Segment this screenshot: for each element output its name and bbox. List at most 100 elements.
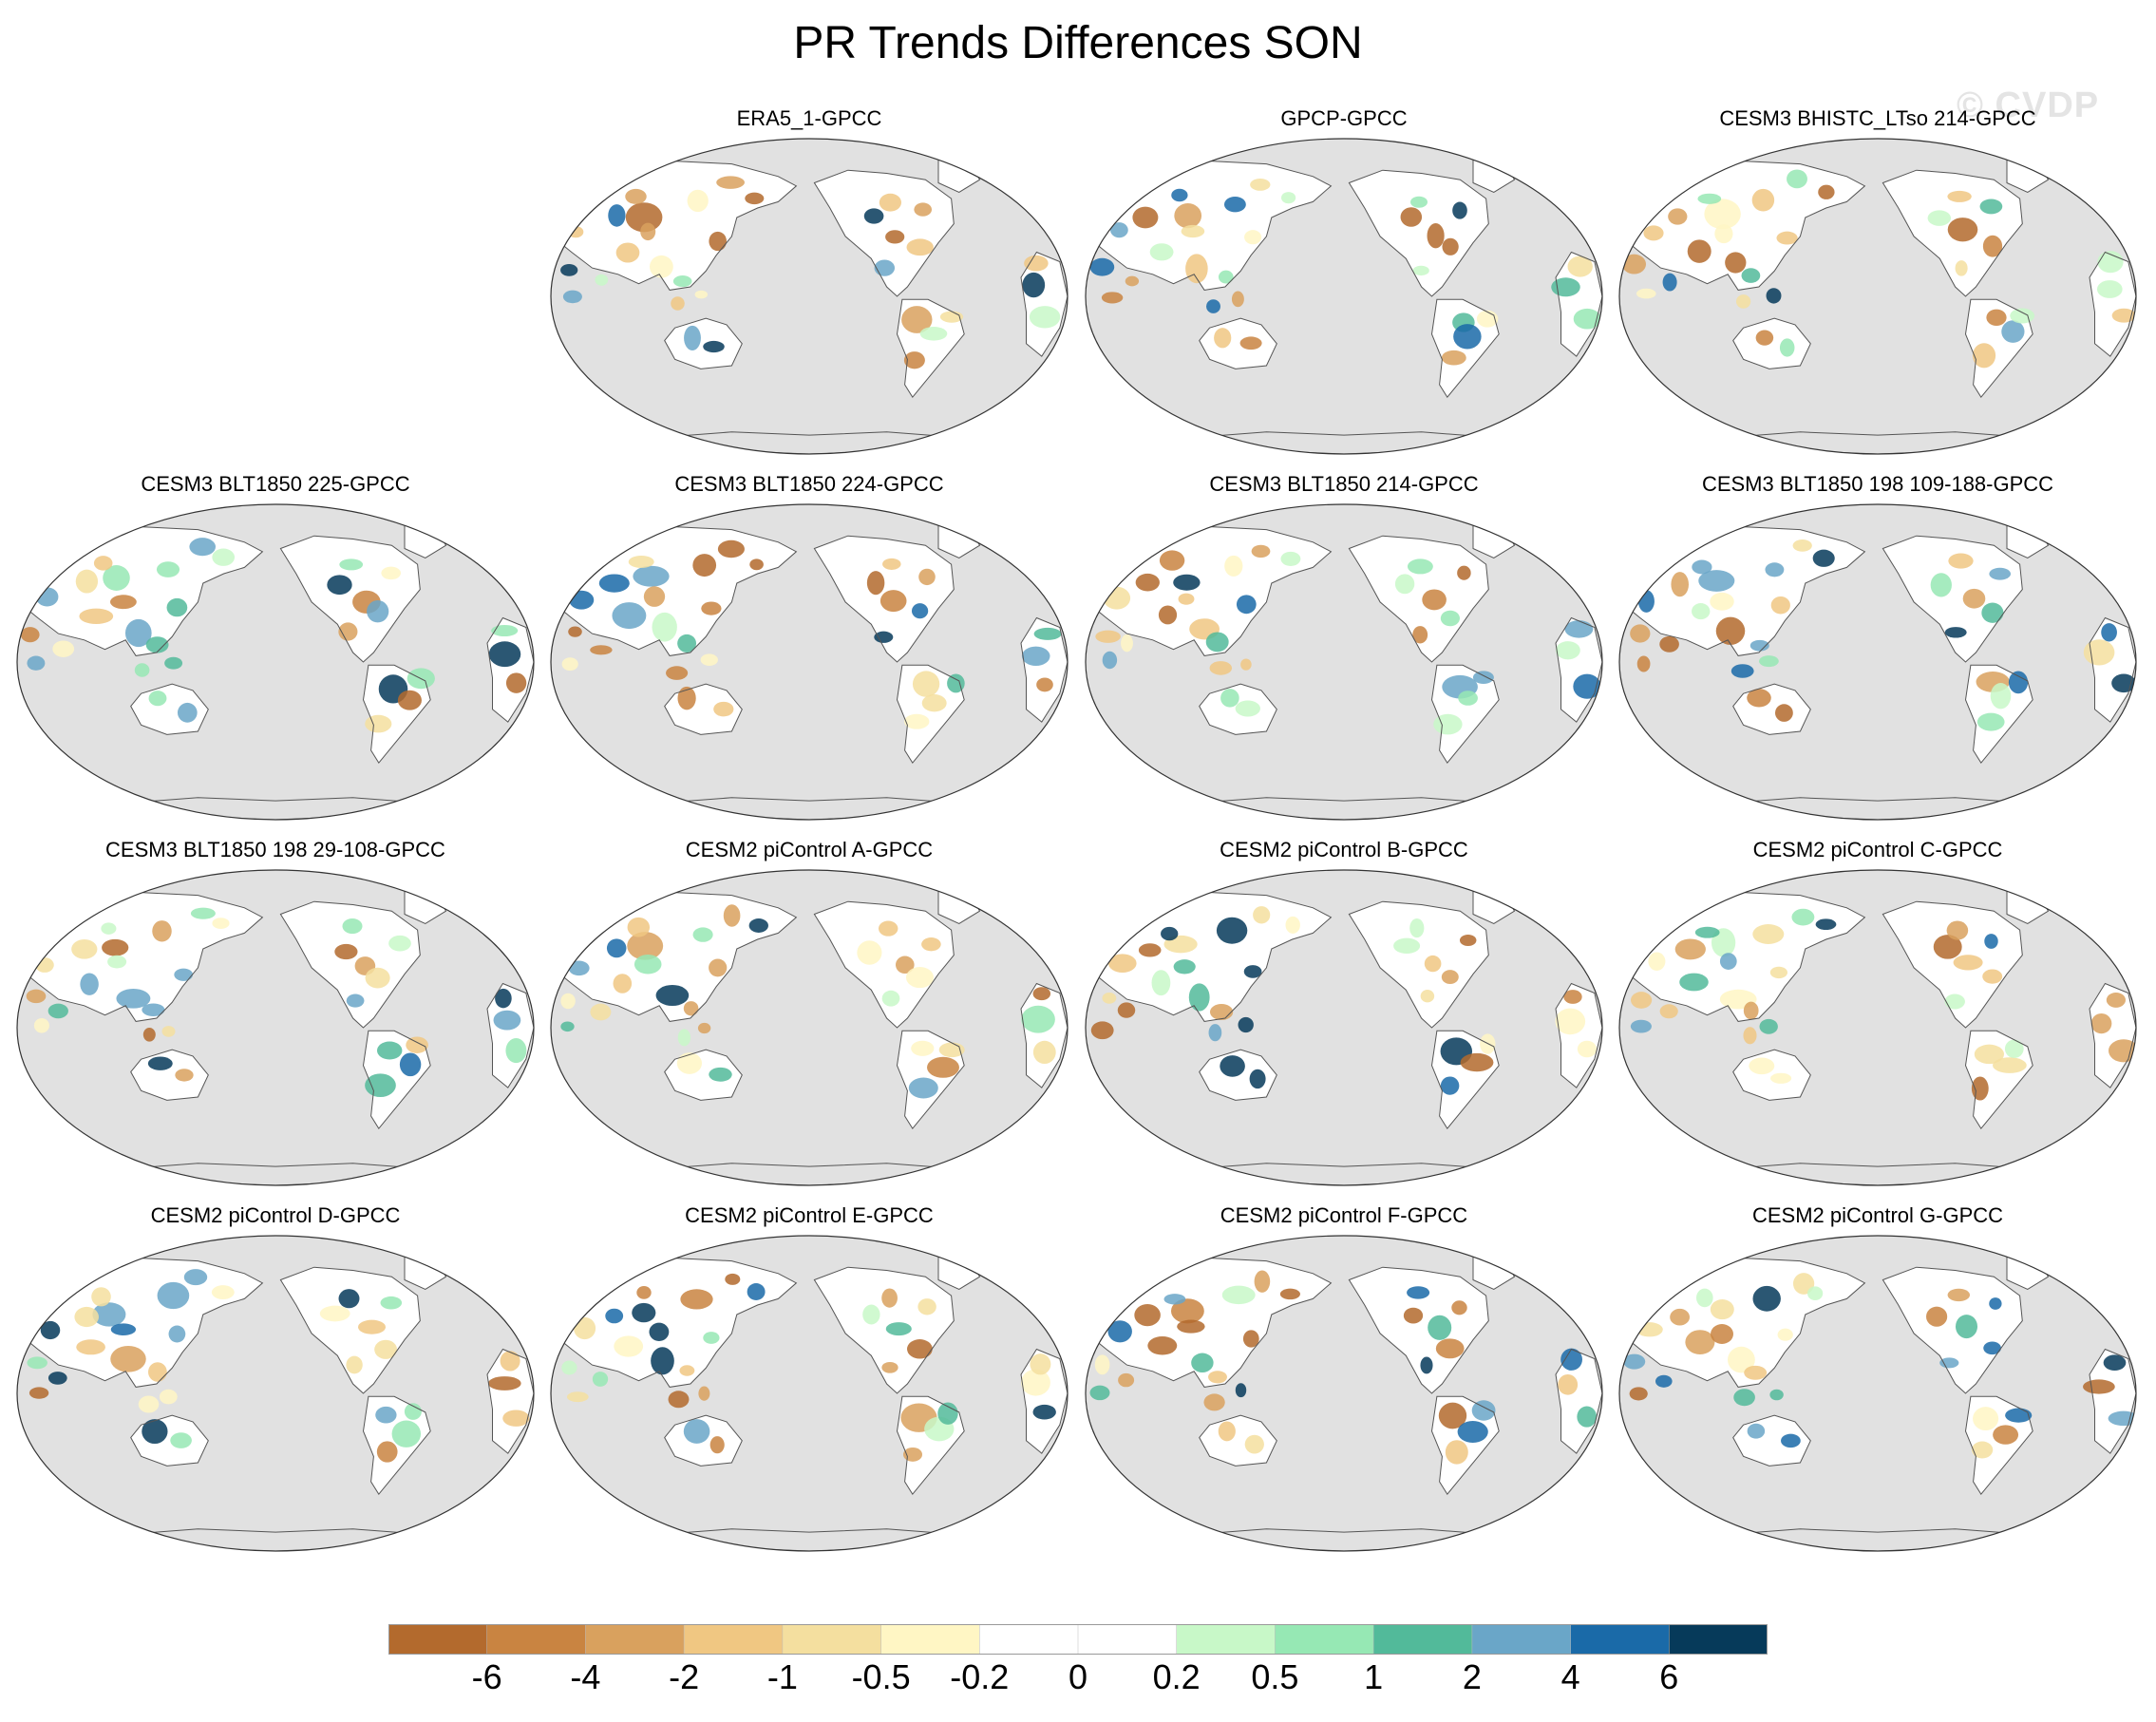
anomaly-patch (1457, 565, 1471, 580)
coastline-southAmerica (896, 1030, 965, 1130)
coastline-northAmerica (1882, 169, 2023, 297)
anomaly-patch (75, 569, 99, 594)
coastline-southAmerica (1964, 298, 2033, 399)
coastline-northAmerica (813, 900, 955, 1029)
anomaly-patch (906, 238, 934, 256)
anomaly-patch (1244, 230, 1262, 245)
anomaly-patch (1412, 265, 1429, 276)
anomaly-patch (1662, 273, 1677, 292)
map-border (1085, 503, 1603, 821)
anomaly-patch (1032, 1040, 1056, 1065)
anomaly-patch (495, 988, 512, 1009)
panel-title: CESM2 piControl G-GPCC (1751, 1203, 2004, 1227)
anomaly-patch (1393, 937, 1421, 955)
colorbar-swatch (585, 1624, 685, 1655)
land-africa (1021, 617, 1068, 723)
robinson-map (16, 1235, 535, 1552)
anomaly-patch (1955, 1315, 1978, 1339)
anomaly-patch (1249, 1069, 1266, 1089)
land-southAmerica (897, 665, 965, 764)
anomaly-patch (1577, 1406, 1598, 1428)
anomaly-patch (365, 967, 390, 989)
anomaly-patch (560, 993, 576, 1010)
anomaly-patch (698, 1386, 710, 1401)
anomaly-patch (1787, 169, 1807, 189)
anomaly-patch (694, 290, 709, 299)
land-australia (1732, 318, 1811, 369)
anomaly-patches (1090, 906, 1597, 1095)
panel-title: CESM3 BLT1850 198 109-188-GPCC (1701, 472, 2054, 496)
anomaly-patch (1955, 260, 1968, 276)
anomaly-patch (1556, 641, 1580, 660)
anomaly-patch (93, 556, 113, 571)
anomaly-patch (1218, 1421, 1236, 1442)
anomaly-patch (574, 1316, 596, 1340)
anomaly-patch (1110, 222, 1128, 238)
anomaly-patch (71, 938, 98, 959)
anomaly-patch (138, 1395, 160, 1413)
colorbar-tick-label: -4 (570, 1657, 601, 1696)
land-africa (2090, 252, 2136, 357)
anomaly-patch (1752, 1285, 1781, 1312)
land-eurasia (1624, 526, 1865, 656)
colorbar-swatch (1471, 1624, 1572, 1655)
anomaly-patch (1149, 243, 1174, 261)
anomaly-patch (1953, 955, 1983, 971)
map-border (1618, 1235, 2137, 1552)
coastline-australia (1732, 1414, 1811, 1467)
map-panel: CESM3 BLT1850 225-GPCC (9, 472, 541, 823)
anomaly-patch (2103, 1354, 2127, 1372)
anomaly-patch (1558, 1373, 1579, 1395)
anomaly-patch (168, 1325, 186, 1343)
robinson-map (1085, 138, 1603, 455)
colorbar-tick-label: 0.5 (1251, 1657, 1299, 1696)
anomaly-patch (1457, 1420, 1488, 1444)
anomaly-patch (2096, 280, 2123, 298)
anomaly-patch (91, 1287, 111, 1307)
anomaly-patch (102, 938, 129, 956)
robinson-map (1085, 1235, 1603, 1552)
anomaly-patch (938, 1042, 965, 1058)
anomaly-patch (159, 1389, 178, 1405)
anomaly-patch (1812, 549, 1835, 567)
anomaly-patch (627, 917, 651, 937)
anomaly-patches (560, 904, 1056, 1099)
anomaly-patch (211, 1285, 235, 1300)
anomaly-patch (76, 1339, 105, 1355)
coastline-southAmerica (362, 1030, 431, 1130)
coastline-northAmerica (279, 535, 421, 663)
anomaly-patch (745, 192, 765, 205)
colorbar-swatch (683, 1624, 784, 1655)
anomaly-patch (381, 566, 402, 580)
anomaly-patch (1021, 646, 1050, 666)
anomaly-patch (627, 932, 664, 960)
anomaly-patch (895, 956, 915, 975)
anomaly-patch (668, 1391, 690, 1409)
anomaly-patch (1779, 338, 1795, 357)
coastline-africa (1555, 982, 1602, 1088)
anomaly-patch (560, 1021, 575, 1032)
anomaly-patch (937, 1402, 958, 1425)
coastline-australia (1732, 683, 1811, 735)
anomaly-patch (1094, 1354, 1110, 1375)
coastline-southAmerica (896, 298, 965, 399)
anomaly-patch (692, 554, 717, 577)
anomaly-patch (914, 202, 933, 217)
anomaly-patch (1815, 918, 1837, 931)
anomaly-patch (380, 1296, 403, 1310)
anomaly-patches (1621, 169, 2136, 369)
anomaly-patch (1159, 550, 1185, 571)
anomaly-patch (1102, 651, 1118, 670)
anomaly-patch (927, 1056, 959, 1078)
anomaly-patch (1240, 658, 1252, 671)
anomaly-patch (1765, 562, 1785, 577)
anomaly-patch (1692, 559, 1712, 575)
anomaly-patch (1102, 993, 1117, 1004)
anomaly-patch (1170, 1298, 1204, 1324)
anomaly-patch (1947, 190, 1972, 202)
anomaly-patch (1727, 1346, 1755, 1373)
anomaly-patch (1209, 1003, 1234, 1021)
anomaly-patch (1730, 664, 1754, 678)
map-panel: CESM2 piControl E-GPCC (543, 1203, 1075, 1555)
panel-title: GPCP-GPCC (1280, 106, 1408, 130)
